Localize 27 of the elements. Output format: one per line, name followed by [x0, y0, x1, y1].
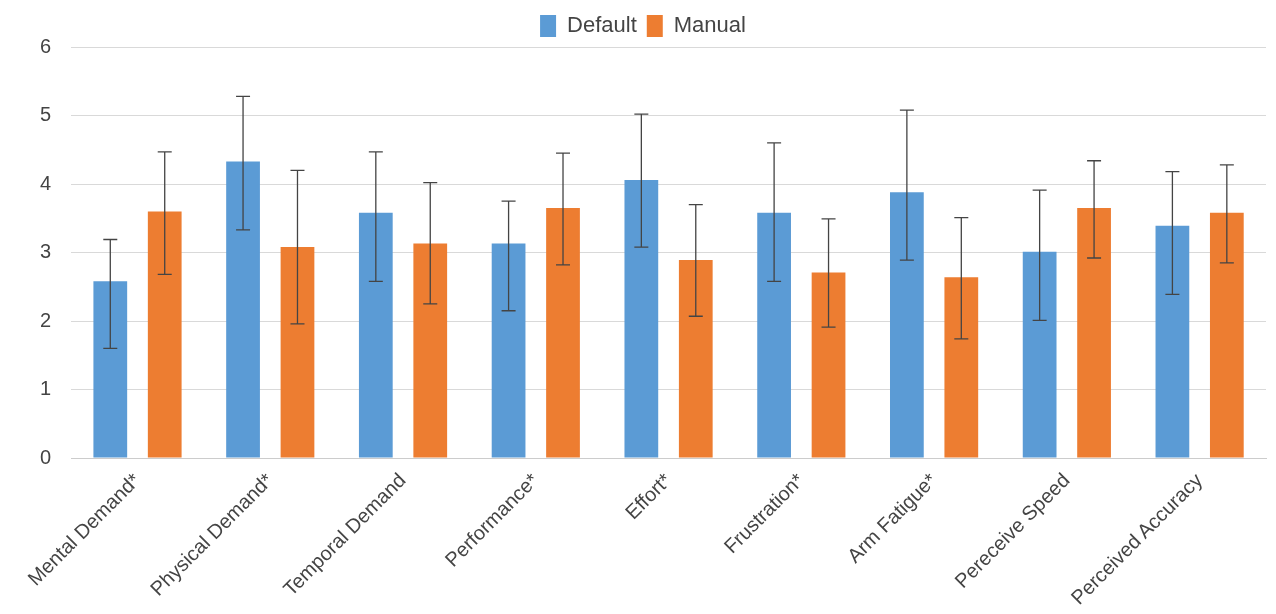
- bar: [1209, 212, 1244, 458]
- bar: [147, 211, 182, 458]
- bar: [1155, 225, 1190, 458]
- bar: [413, 243, 448, 458]
- bar: [811, 272, 846, 458]
- bar: [890, 192, 924, 458]
- legend-label: Manual: [673, 12, 746, 38]
- y-tick-label: 1: [40, 377, 52, 400]
- y-tick-label: 6: [40, 34, 52, 57]
- bar: [226, 161, 260, 458]
- bar: [546, 208, 580, 458]
- y-tick-label: 0: [40, 445, 52, 468]
- y-tick-label: 3: [40, 240, 52, 263]
- bar: [1022, 251, 1057, 458]
- bar: [624, 179, 659, 458]
- y-tick-label: 2: [40, 308, 52, 331]
- bar: [280, 247, 315, 458]
- y-tick-label: 4: [40, 171, 52, 194]
- bar: [93, 281, 128, 458]
- legend-label: Default: [567, 12, 637, 38]
- bar: [678, 260, 713, 458]
- y-tick-label: 5: [40, 103, 52, 126]
- bar: [358, 212, 393, 458]
- bar: [1077, 208, 1111, 458]
- bar: [757, 212, 791, 458]
- bar: [944, 277, 979, 458]
- bar: [491, 243, 526, 458]
